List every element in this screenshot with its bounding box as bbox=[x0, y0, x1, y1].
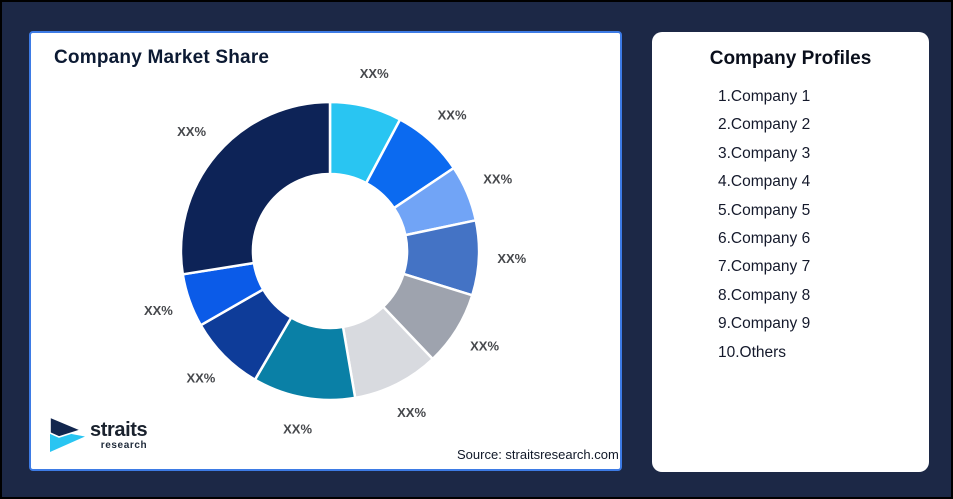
logo-subtitle: research bbox=[100, 440, 148, 451]
straits-chevron-icon bbox=[49, 417, 85, 452]
segment-value-label: XX% bbox=[360, 66, 389, 81]
segment-value-label: XX% bbox=[397, 405, 426, 420]
straits-research-logo: straits research bbox=[47, 417, 148, 454]
donut-chart: XX% XX% XX% XX% XX% XX% XX% XX% XX% XX% bbox=[144, 66, 527, 437]
segment-value-label: XX% bbox=[497, 251, 526, 266]
segment-value-label: XX% bbox=[483, 172, 512, 187]
profiles-title: Company Profiles bbox=[709, 48, 872, 69]
company-list-item: 3.Company 3 bbox=[718, 144, 811, 162]
logo-brand: straits bbox=[90, 419, 148, 441]
market-share-panel: XX% XX% XX% XX% XX% XX% XX% XX% XX% XX% Company M… bbox=[29, 31, 622, 471]
logo-navy-chevron bbox=[49, 417, 84, 438]
segment-value-label: XX% bbox=[186, 371, 215, 386]
segment-value-label: XX% bbox=[283, 422, 312, 437]
segment-value-label: XX% bbox=[177, 124, 206, 139]
company-list-item: 10.Others bbox=[718, 343, 787, 361]
company-list-item: 1.Company 1 bbox=[718, 88, 811, 105]
company-profiles-panel: Company Profiles 1.Company 1 2.Company 2 3… bbox=[652, 32, 929, 472]
donut-segment-10 bbox=[179, 100, 332, 276]
company-list-item: 8.Company 8 bbox=[718, 286, 811, 304]
chart-title: Company Market Share bbox=[54, 47, 270, 68]
segment-value-label: XX% bbox=[438, 107, 467, 122]
company-list-item: 9.Company 9 bbox=[718, 315, 811, 333]
company-list-item: 5.Company 5 bbox=[718, 201, 811, 219]
company-list-item: 6.Company 6 bbox=[718, 230, 811, 248]
company-list: 1.Company 1 2.Company 2 3.Company 3 4.Compa… bbox=[652, 83, 929, 367]
segment-value-label: XX% bbox=[470, 339, 499, 354]
segment-value-label: XX% bbox=[144, 303, 173, 318]
company-list-item: 2.Company 2 bbox=[718, 116, 811, 134]
company-list-item: 4.Company 4 bbox=[718, 173, 811, 191]
logo-text: straits research bbox=[90, 419, 148, 451]
company-list-item: 7.Company 7 bbox=[718, 258, 811, 276]
source-text: Source: straitsresearch.com bbox=[457, 447, 619, 462]
